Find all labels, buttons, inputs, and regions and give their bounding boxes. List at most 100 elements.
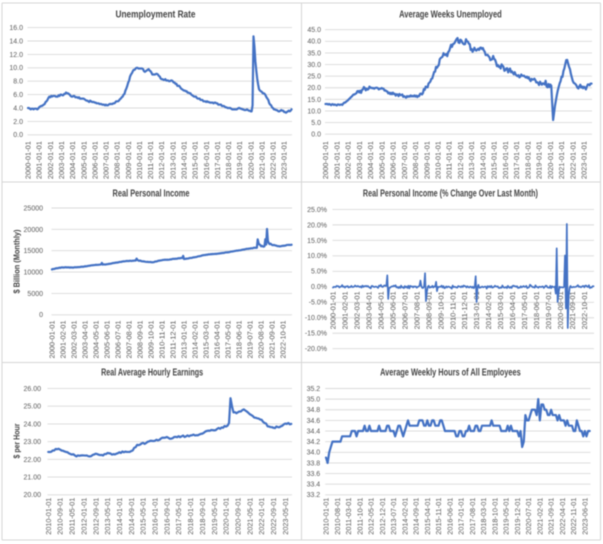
svg-text:2022-09-01: 2022-09-01 — [271, 498, 278, 535]
svg-text:2009-01-01: 2009-01-01 — [424, 141, 431, 179]
svg-text:2012-09-01: 2012-09-01 — [93, 498, 100, 535]
svg-text:20.0%: 20.0% — [307, 222, 327, 229]
svg-text:Real Average Hourly Earnings: Real Average Hourly Earnings — [101, 368, 203, 379]
svg-text:10.0: 10.0 — [307, 108, 321, 115]
svg-text:2010-11-01: 2010-11-01 — [450, 291, 457, 329]
svg-text:5.0%: 5.0% — [311, 269, 327, 276]
svg-text:2023-01-01: 2023-01-01 — [282, 141, 289, 179]
svg-text:2015-03-01: 2015-03-01 — [204, 320, 211, 358]
svg-text:33.8: 33.8 — [307, 460, 321, 467]
svg-text:2007-01-01: 2007-01-01 — [104, 141, 111, 179]
svg-text:25000: 25000 — [24, 205, 44, 212]
svg-text:20.00: 20.00 — [23, 492, 41, 499]
svg-text:2022-10-01: 2022-10-01 — [582, 291, 589, 329]
svg-text:2019-07-01: 2019-07-01 — [248, 320, 255, 358]
svg-text:5000: 5000 — [27, 291, 43, 298]
svg-text:25.0: 25.0 — [307, 74, 321, 81]
svg-text:0.0: 0.0 — [13, 132, 23, 139]
svg-text:2010-09-01: 2010-09-01 — [58, 498, 65, 535]
svg-text:2015-01-01: 2015-01-01 — [492, 141, 499, 179]
svg-text:2020-01-01: 2020-01-01 — [224, 498, 231, 535]
svg-text:2015-01-01: 2015-01-01 — [193, 141, 200, 179]
svg-text:2016-04-01: 2016-04-01 — [215, 320, 222, 358]
svg-text:2013-01-01: 2013-01-01 — [170, 141, 177, 179]
svg-text:2008-01-01: 2008-01-01 — [115, 141, 122, 179]
svg-text:34.2: 34.2 — [307, 439, 321, 446]
svg-text:2008-09-01: 2008-09-01 — [426, 291, 433, 329]
svg-text:2011-01-01: 2011-01-01 — [148, 141, 155, 179]
svg-text:34.6: 34.6 — [307, 418, 321, 425]
svg-text:2012-01-01: 2012-01-01 — [81, 498, 88, 535]
svg-text:2001-02-01: 2001-02-01 — [343, 291, 350, 329]
svg-text:2018-01-01: 2018-01-01 — [188, 498, 195, 535]
svg-text:2011-12-01: 2011-12-01 — [462, 291, 469, 329]
svg-text:2016-06-01: 2016-06-01 — [447, 498, 454, 535]
svg-text:15000: 15000 — [24, 248, 44, 255]
svg-text:15.0%: 15.0% — [307, 238, 327, 245]
svg-text:2010-01-01: 2010-01-01 — [435, 141, 442, 179]
svg-text:2005-06-01: 2005-06-01 — [105, 320, 112, 358]
svg-text:-5.0%: -5.0% — [309, 300, 327, 307]
svg-text:2002-03-01: 2002-03-01 — [355, 291, 362, 329]
svg-text:20.0: 20.0 — [307, 85, 321, 92]
svg-text:10000: 10000 — [24, 269, 44, 276]
svg-text:2014-09-01: 2014-09-01 — [129, 498, 136, 535]
svg-text:2018-01-01: 2018-01-01 — [525, 141, 532, 179]
svg-text:Average Weeks Unemployed: Average Weeks Unemployed — [399, 10, 502, 21]
svg-text:2014-02-01: 2014-02-01 — [402, 498, 409, 535]
svg-text:2000-01-01: 2000-01-01 — [331, 291, 338, 329]
svg-text:15.0: 15.0 — [307, 97, 321, 104]
svg-text:2022-10-01: 2022-10-01 — [281, 320, 288, 358]
svg-text:2018-01-01: 2018-01-01 — [226, 141, 233, 179]
svg-text:2020-01-01: 2020-01-01 — [248, 141, 255, 179]
svg-text:2019-12-01: 2019-12-01 — [515, 498, 522, 535]
svg-text:2014-01-01: 2014-01-01 — [181, 141, 188, 179]
svg-text:2016-01-01: 2016-01-01 — [153, 498, 160, 535]
svg-text:2013-01-01: 2013-01-01 — [182, 320, 189, 358]
svg-text:2014-02-01: 2014-02-01 — [486, 291, 493, 329]
svg-text:2022-11-01: 2022-11-01 — [571, 498, 578, 535]
svg-text:34.8: 34.8 — [307, 407, 321, 414]
svg-text:2006-01-01: 2006-01-01 — [391, 141, 398, 179]
svg-text:2022-01-01: 2022-01-01 — [271, 141, 278, 179]
svg-text:2009-10-01: 2009-10-01 — [438, 291, 445, 329]
svg-text:2000-01-01: 2000-01-01 — [50, 320, 57, 358]
svg-text:6.0: 6.0 — [13, 92, 23, 99]
svg-text:2021-09-01: 2021-09-01 — [570, 291, 577, 329]
svg-text:34.4: 34.4 — [307, 428, 321, 435]
svg-text:16.0: 16.0 — [9, 25, 23, 32]
svg-text:2016-04-01: 2016-04-01 — [510, 291, 517, 329]
svg-text:2017-05-01: 2017-05-01 — [176, 498, 183, 535]
svg-text:2018-10-01: 2018-10-01 — [492, 498, 499, 535]
svg-text:Average Weekly Hours of All Em: Average Weekly Hours of All Employees — [380, 368, 521, 379]
svg-text:2003-04-01: 2003-04-01 — [366, 291, 373, 329]
svg-text:2012-01-01: 2012-01-01 — [159, 141, 166, 179]
svg-text:2014-09-01: 2014-09-01 — [414, 498, 421, 535]
svg-text:34.0: 34.0 — [307, 450, 321, 457]
svg-text:2012-05-01: 2012-05-01 — [369, 498, 376, 535]
svg-text:2013-01-01: 2013-01-01 — [474, 291, 481, 329]
svg-text:2018-06-01: 2018-06-01 — [237, 320, 244, 358]
svg-text:2019-01-01: 2019-01-01 — [537, 141, 544, 179]
svg-text:30.0: 30.0 — [307, 62, 321, 69]
svg-text:2021-09-01: 2021-09-01 — [270, 320, 277, 358]
svg-text:2019-05-01: 2019-05-01 — [212, 498, 219, 535]
svg-text:10.0: 10.0 — [9, 65, 23, 72]
svg-text:25.00: 25.00 — [23, 404, 41, 411]
svg-text:2021-01-01: 2021-01-01 — [559, 141, 566, 179]
svg-text:2019-01-01: 2019-01-01 — [237, 141, 244, 179]
svg-text:2023-01-01: 2023-01-01 — [582, 141, 589, 179]
svg-text:0.0%: 0.0% — [311, 284, 327, 291]
svg-text:2013-05-01: 2013-05-01 — [105, 498, 112, 535]
svg-text:40.0: 40.0 — [307, 39, 321, 46]
svg-text:2010-01-01: 2010-01-01 — [46, 498, 53, 535]
svg-text:$ Billion (Monthly): $ Billion (Monthly) — [13, 229, 22, 293]
svg-text:2014-01-01: 2014-01-01 — [480, 141, 487, 179]
svg-text:2018-09-01: 2018-09-01 — [200, 498, 207, 535]
svg-text:2021-09-01: 2021-09-01 — [549, 498, 556, 535]
svg-text:2022-01-01: 2022-01-01 — [570, 141, 577, 179]
svg-text:2015-11-01: 2015-11-01 — [436, 498, 443, 535]
svg-text:2001-01-01: 2001-01-01 — [334, 141, 341, 179]
svg-text:2007-08-01: 2007-08-01 — [414, 291, 421, 329]
svg-text:2017-01-01: 2017-01-01 — [514, 141, 521, 179]
